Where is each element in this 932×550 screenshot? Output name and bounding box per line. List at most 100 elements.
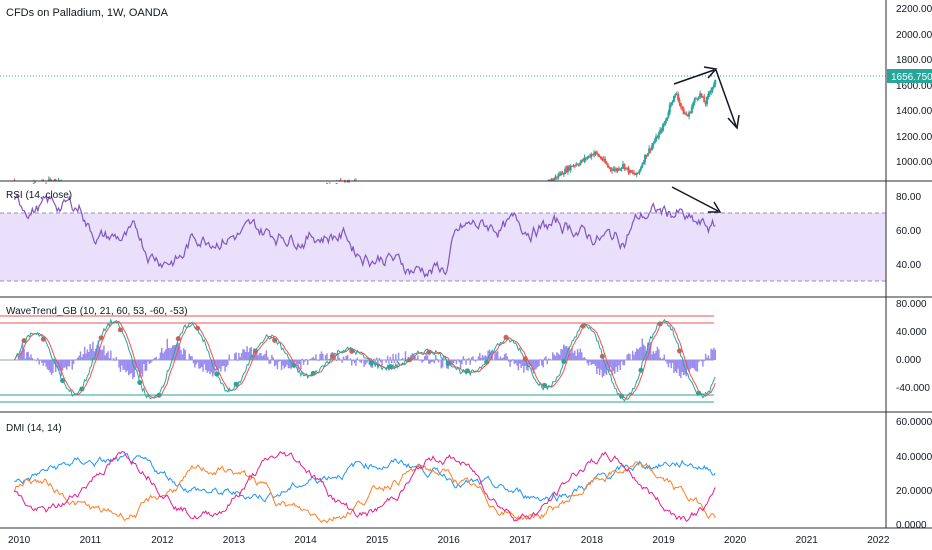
candle-body (550, 179, 553, 181)
candle-body (583, 157, 586, 161)
year-tick: 2014 (294, 535, 317, 546)
rsi-line (13, 193, 716, 279)
price-tick: 1200.000 (896, 132, 932, 143)
candle-body (598, 156, 601, 158)
rsi-title: RSI (14, close) (6, 190, 72, 201)
year-tick: 2019 (652, 535, 675, 546)
year-tick: 2020 (724, 535, 747, 546)
year-tick: 2011 (80, 535, 102, 546)
candle-body (692, 102, 695, 107)
adx-series (14, 451, 716, 523)
rsi-arrow-line (671, 186, 719, 212)
candle-body (595, 151, 598, 154)
candle-body (624, 167, 627, 169)
candle-body (547, 179, 550, 181)
candle-body (638, 169, 641, 173)
candle-body (572, 165, 575, 167)
candle-body (565, 168, 568, 172)
annotation-arrows (671, 66, 740, 213)
candle-body (325, 182, 328, 184)
candle-body (575, 164, 578, 166)
candle-body (694, 98, 697, 100)
candle-body (671, 101, 674, 103)
candle-body (649, 148, 652, 150)
rsi-series (13, 193, 716, 279)
year-tick: 2012 (151, 535, 174, 546)
candle-body (689, 112, 692, 114)
year-tick: 2021 (796, 535, 819, 546)
arrow-down-head (727, 114, 740, 130)
candle-body (659, 129, 662, 134)
last-price-badge (887, 69, 932, 83)
candle-body (666, 117, 669, 121)
candle-body (660, 129, 663, 131)
rsi-axis: 80.00 60.00 40.00 (896, 192, 921, 271)
wavetrend-histogram (17, 338, 717, 379)
candle-body (579, 162, 582, 165)
candle-body (697, 97, 700, 99)
candle-body (711, 87, 714, 91)
dmi-tick: 20.0000 (896, 486, 932, 497)
candle-body (348, 181, 351, 183)
candle-body (710, 90, 713, 93)
year-tick: 2013 (223, 535, 246, 546)
candle-body (646, 153, 649, 157)
wt-tick: 0.000 (896, 355, 921, 366)
candle-body (655, 136, 658, 141)
candle-body (53, 179, 56, 181)
price-axis[interactable]: 2200.000 2000.000 1800.000 1600.000 1400… (887, 4, 932, 168)
candle-body (609, 167, 612, 170)
dmi-title: DMI (14, 14) (6, 423, 62, 434)
dmi-tick: 60.0000 (896, 417, 932, 428)
candle-body (650, 145, 653, 150)
candle-body (645, 155, 648, 157)
price-tick: 1800.000 (896, 55, 932, 66)
candle-body (328, 182, 331, 184)
year-tick: 2010 (8, 535, 31, 546)
candle-body (562, 173, 565, 175)
rsi-tick: 40.00 (896, 260, 921, 271)
candle-body (557, 174, 560, 178)
candle-body (568, 166, 571, 171)
candle-body (696, 98, 699, 100)
candle-body (675, 94, 678, 96)
candle-body (580, 159, 583, 163)
time-axis[interactable]: 2010 2011 2012 2013 2014 2015 2016 2017 2018 2019… (8, 535, 890, 546)
candle-body (628, 170, 631, 173)
candle-body (571, 165, 574, 167)
candle-body (551, 179, 554, 181)
candle-body (688, 112, 691, 117)
candle-body (561, 172, 564, 175)
candle-body (588, 155, 591, 158)
candle-body (690, 106, 693, 113)
candle-body (677, 94, 680, 100)
rsi-arrow-head (708, 201, 722, 213)
candle-body (682, 108, 685, 115)
price-tick: 2200.000 (896, 4, 932, 15)
candle-body (693, 98, 696, 103)
wavetrend-axis: 80.000 40.000 0.000 -40.000 (896, 299, 930, 394)
candle-body (683, 113, 686, 115)
arrow-up-head (703, 66, 718, 79)
candle-body (703, 96, 706, 103)
price-tick: 2000.000 (896, 30, 932, 41)
wavetrend-lines (13, 318, 716, 402)
candle-body (670, 102, 673, 105)
candle-body (620, 167, 623, 169)
candle-body (631, 172, 634, 174)
price-tick: 1000.000 (896, 157, 932, 168)
candle-body (549, 179, 552, 181)
candle-body (576, 164, 579, 166)
chart-title: CFDs on Palladium, 1W, OANDA (6, 7, 169, 19)
candle-body (335, 183, 338, 185)
dmi-axis: 60.0000 40.0000 20.0000 0.0000 (896, 417, 932, 531)
rsi-tick: 80.00 (896, 192, 921, 203)
candle-body (45, 182, 48, 184)
candle-body (633, 172, 636, 175)
candle-body (54, 179, 57, 181)
candle-body (601, 158, 604, 161)
minus-di-series (13, 461, 716, 524)
candle-body (635, 172, 638, 175)
candle-body (34, 181, 37, 183)
